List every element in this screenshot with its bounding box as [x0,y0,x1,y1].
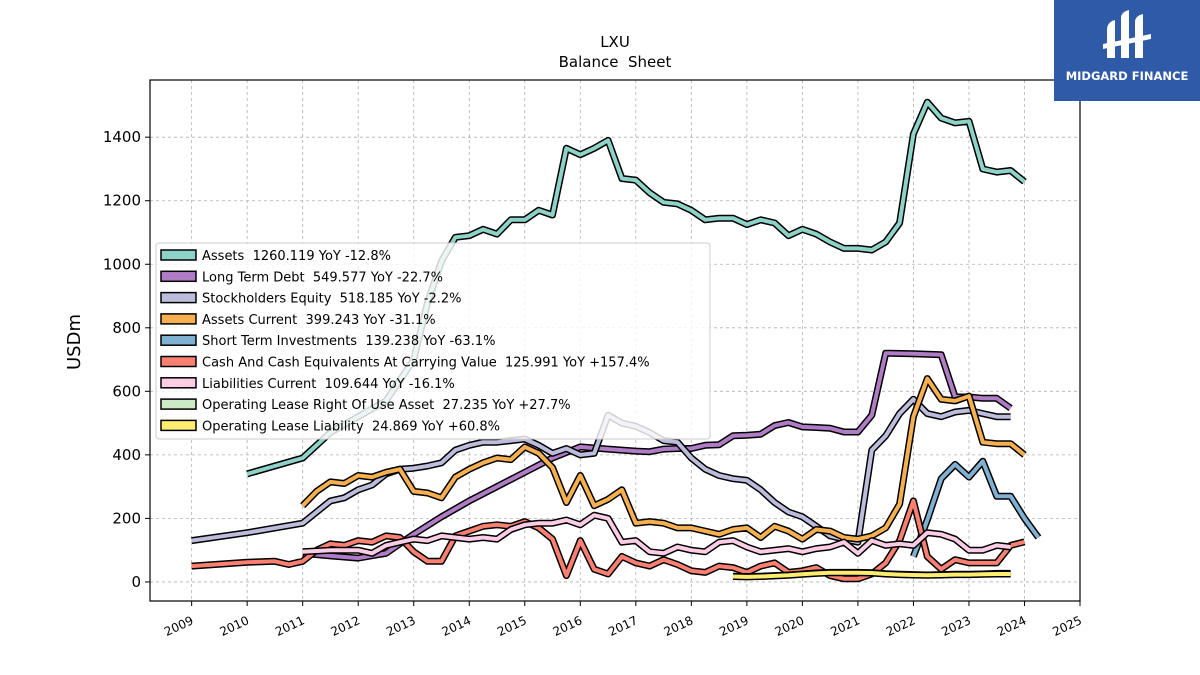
series-lines [191,98,1042,583]
x-tick-label: 2015 [495,613,529,639]
logo-text: MIDGARD FINANCE [1065,69,1189,83]
legend-swatch [160,249,197,261]
series-long-term-debt [302,349,1013,562]
legend-entry: Long Term Debt 549.577 YoY -22.7% [202,270,443,285]
series-assets [246,98,1027,478]
legend-entry: Short Term Investments 139.238 YoY -63.1… [202,334,495,349]
legend-swatch [160,419,197,432]
y-tick-label: 400 [112,446,141,464]
x-tick-label: 2020 [773,613,807,639]
legend-swatch [160,334,197,346]
logo-mark-icon [1103,10,1151,58]
x-tick-label: 2022 [884,613,918,639]
series-operating-lease-liability [732,569,1011,581]
plot-frame [149,79,1081,602]
legend-entry: Assets Current 399.243 YoY -31.1% [202,313,436,328]
legend-swatch [160,291,197,304]
x-tick-label: 2024 [995,613,1029,639]
y-tick-label: 1400 [103,128,141,146]
chart-subtitle: Balance Sheet [559,53,672,71]
x-tick-label: 2017 [606,613,640,639]
legend-entry: Stockholders Equity 518.185 YoY -2.2% [202,292,462,307]
brand-logo: MIDGARD FINANCE [1054,0,1200,101]
series-line [732,570,1011,579]
legend-entry: Operating Lease Liability 24.869 YoY +60… [202,419,500,434]
series-liabilities-current [302,511,1012,557]
x-tick-label: 2011 [273,613,307,639]
x-tick-label: 2009 [162,613,196,639]
legend-swatch [160,398,197,410]
legend-entry: Cash And Cash Equivalents At Carrying Va… [202,356,650,371]
legend-swatch [160,355,197,368]
series-cash-and-cash-equivalents-at-carrying-value [191,497,1026,583]
y-axis-label: USDm [64,314,85,370]
y-tick-label: 0 [131,573,141,591]
y-tick-label: 600 [112,382,141,400]
legend-swatch [160,313,197,325]
x-tick-label: 2021 [828,613,862,639]
x-tick-label: 2023 [939,613,973,639]
chart-title: LXU [600,33,630,51]
x-tick-label: 2025 [1050,613,1084,639]
x-tick-label: 2014 [440,613,474,639]
legend-swatch [160,377,197,389]
y-tick-label: 1000 [103,255,141,273]
x-tick-label: 2012 [329,613,363,639]
x-tick-label: 2013 [384,613,418,639]
legend-swatch [160,270,197,283]
series-line [911,459,1041,558]
legend-box [155,242,711,440]
series-line [302,513,1011,556]
series-line [191,498,1025,581]
legend-entry: Liabilities Current 109.644 YoY -16.1% [202,377,455,392]
x-tick-label: 2019 [717,613,751,639]
series-line [301,376,1026,542]
legend-entry: Assets 1260.119 YoY -12.8% [202,249,391,264]
x-tick-label: 2018 [662,613,696,639]
x-tick-label: 2010 [218,613,252,639]
y-tick-label: 1200 [103,192,141,210]
legend: Assets 1260.119 YoY -12.8% Long Term Debt… [155,242,711,440]
x-tick-label: 2016 [551,613,585,639]
series-line [246,100,1026,476]
series-line [302,351,1012,561]
series-short-term-investments [910,457,1042,558]
legend-entry: Operating Lease Right Of Use Asset 27.23… [202,398,571,413]
y-tick-label: 800 [112,319,141,337]
series-assets-current [300,375,1027,543]
y-tick-label: 200 [112,509,141,527]
